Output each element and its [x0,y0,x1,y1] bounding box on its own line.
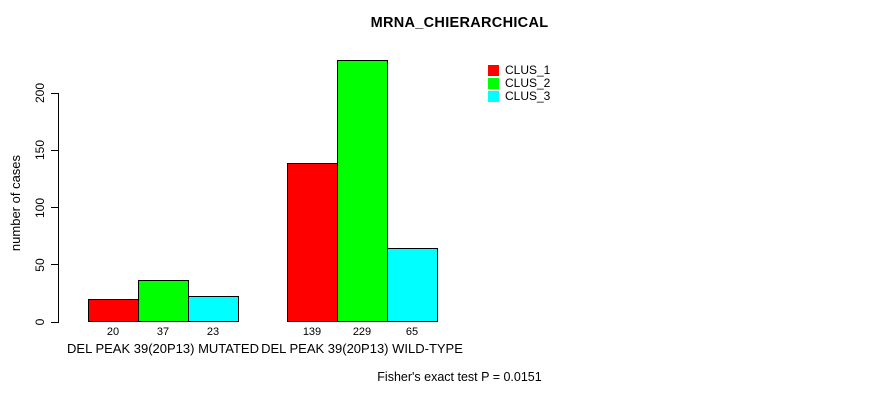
y-tick [51,321,58,323]
y-tick-label: 50 [33,258,47,272]
x-group-label: DEL PEAK 39(20P13) MUTATED [67,341,259,356]
bar-value-label: 23 [206,326,220,338]
bar-value-label: 65 [405,326,419,338]
bar-value-label: 20 [106,326,120,338]
bar [387,247,438,322]
legend: CLUS_1 CLUS_2 CLUS_3 [488,64,550,103]
legend-swatch [488,65,499,76]
y-tick-label: 150 [33,140,47,161]
y-tick-label: 0 [33,318,47,326]
y-tick [51,264,58,266]
bar [337,59,388,322]
legend-label: CLUS_1 [505,63,551,77]
legend-swatch [488,91,499,102]
legend-label: CLUS_3 [505,89,551,103]
y-axis-line [58,93,59,323]
bar-value-label: 229 [352,326,372,338]
bar-value-label: 139 [302,326,322,338]
y-tick [51,92,58,94]
legend-item: CLUS_3 [488,90,550,103]
x-group-label: DEL PEAK 39(20P13) WILD-TYPE [261,341,463,356]
chart-title: MRNA_CHIERARCHICAL [370,15,549,31]
legend-label: CLUS_2 [505,76,551,90]
legend-item: CLUS_1 [488,64,550,77]
legend-item: CLUS_2 [488,77,550,90]
y-tick [51,149,58,151]
legend-swatch [488,78,499,89]
bar-value-label: 37 [156,326,170,338]
annotation-text: Fisher's exact test P = 0.0151 [377,370,542,384]
y-tick [51,207,58,208]
bar [188,295,239,322]
bar [138,279,189,322]
bar [287,162,338,322]
y-tick-label: 100 [33,197,47,218]
y-tick-label: 200 [33,82,47,104]
bar [88,299,139,322]
